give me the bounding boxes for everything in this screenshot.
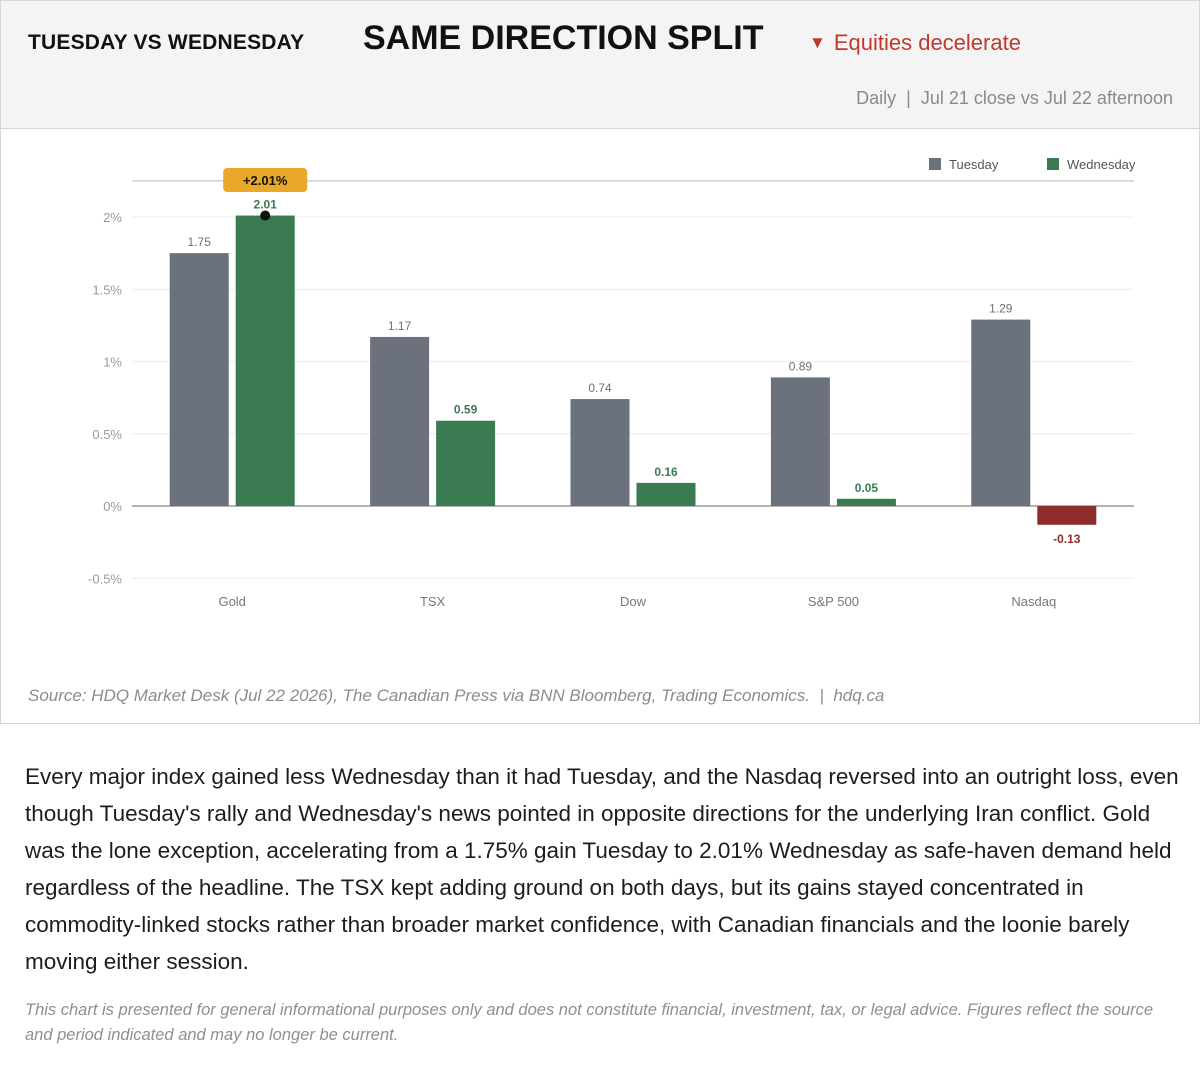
data-label-tuesday: 0.89 — [789, 359, 813, 373]
data-label-wednesday: 0.16 — [654, 465, 678, 479]
chart-card: TUESDAY VS WEDNESDAY SAME DIRECTION SPLI… — [0, 0, 1200, 724]
y-tick-label: 1.5% — [92, 282, 122, 297]
bar-chart: -0.5% 0% 0.5% 1% 1.5% 2% 1.75 2.01 Gold 1.17 0.59 T… — [88, 157, 1136, 609]
trend-tag-text: Equities decelerate — [833, 30, 1021, 55]
data-label-tuesday: 1.29 — [989, 302, 1013, 316]
bar-wednesday — [836, 498, 896, 506]
x-tick-label: TSX — [420, 594, 446, 609]
annotation-badge — [223, 168, 308, 192]
kicker: TUESDAY VS WEDNESDAY — [28, 31, 305, 54]
legend-label-tuesday: Tuesday — [949, 157, 999, 172]
x-tick-label: Gold — [218, 594, 245, 609]
bar-tuesday — [169, 253, 229, 506]
x-tick-label: S&P 500 — [808, 594, 859, 609]
bar-wednesday — [436, 420, 496, 506]
body-paragraph: Every major index gained less Wednesday … — [25, 764, 1179, 974]
data-label-wednesday: 2.01 — [254, 198, 278, 212]
bar-tuesday — [770, 377, 830, 506]
x-tick-label: Nasdaq — [1011, 594, 1056, 609]
bar-wednesday — [636, 482, 696, 506]
disclaimer: This chart is presented for general info… — [25, 1001, 1154, 1044]
period-subline: Daily | Jul 21 close vs Jul 22 afternoon — [856, 88, 1173, 108]
bar-tuesday — [971, 319, 1031, 506]
source-note: Source: HDQ Market Desk (Jul 22 2026), T… — [28, 686, 885, 705]
annotation-text: +2.01% — [243, 173, 288, 188]
legend-swatch-wednesday — [1047, 158, 1059, 170]
data-label-tuesday: 0.74 — [588, 381, 612, 395]
bar-tuesday — [370, 336, 430, 506]
chart-header: TUESDAY VS WEDNESDAY SAME DIRECTION SPLI… — [1, 1, 1199, 129]
y-tick-label: 0% — [103, 499, 122, 514]
y-tick-label: -0.5% — [88, 571, 122, 586]
bar-wednesday — [235, 215, 295, 506]
annotation-marker — [260, 210, 271, 221]
data-label-tuesday: 1.75 — [188, 235, 212, 249]
data-label-tuesday: 1.17 — [388, 319, 412, 333]
y-tick-label: 2% — [103, 210, 122, 225]
x-tick-label: Dow — [620, 594, 647, 609]
data-label-wednesday: -0.13 — [1053, 532, 1081, 546]
bar-tuesday — [570, 399, 630, 506]
bar-wednesday — [1037, 506, 1097, 525]
data-label-wednesday: 0.59 — [454, 403, 478, 417]
y-tick-label: 1% — [103, 355, 122, 370]
data-label-wednesday: 0.05 — [855, 481, 879, 495]
headline: SAME DIRECTION SPLIT — [363, 19, 764, 57]
down-triangle-icon: ▼ — [809, 33, 826, 52]
chart-area: -0.5% 0% 0.5% 1% 1.5% 2% 1.75 2.01 Gold 1.17 0.59 T… — [1, 130, 1199, 660]
legend-swatch-tuesday — [929, 158, 941, 170]
trend-tag: ▼ Equities decelerate — [809, 30, 1021, 56]
y-tick-label: 0.5% — [92, 427, 122, 442]
legend-label-wednesday: Wednesday — [1067, 157, 1136, 172]
